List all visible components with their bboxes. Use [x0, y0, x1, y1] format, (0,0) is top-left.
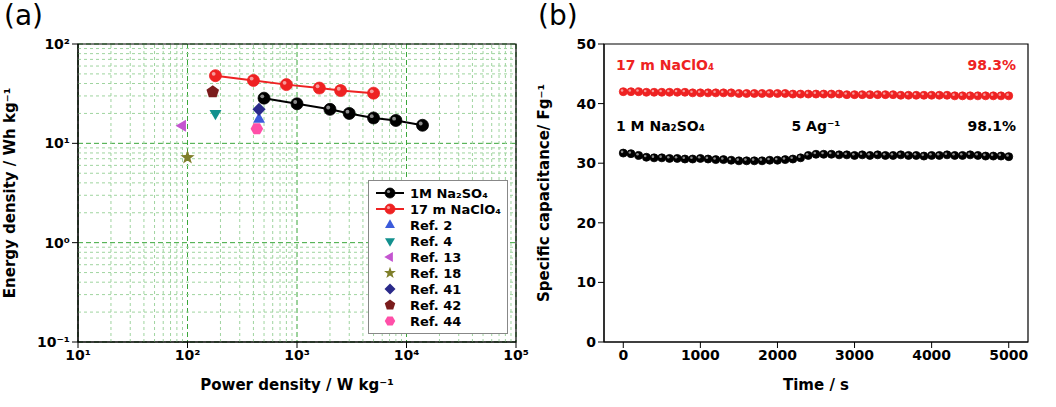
html-text:Ref. 41: Ref. 41	[409, 281, 462, 297]
svg-text:Time / s: Time / s	[783, 376, 849, 394]
html-text:98.3%: 98.3%	[967, 56, 1016, 73]
html-text:5 Ag⁻¹: 5 Ag⁻¹	[791, 118, 841, 135]
svg-text:1000: 1000	[681, 347, 720, 363]
html-text:Ref. 18: Ref. 18	[409, 265, 462, 281]
svg-text:Power density / W kg⁻¹: Power density / W kg⁻¹	[200, 376, 393, 394]
html-text:(b): (b)	[538, 0, 578, 32]
svg-text:10³: 10³	[284, 347, 310, 363]
svg-text:10: 10	[577, 274, 597, 290]
svg-text:10¹: 10¹	[65, 346, 91, 363]
svg-text:40: 40	[577, 96, 597, 112]
html-text:17 m NaClO₄: 17 m NaClO₄	[616, 56, 715, 73]
html-text:17 m NaClO₄: 17 m NaClO₄	[409, 201, 501, 217]
svg-text:10¹: 10¹	[44, 135, 70, 151]
html-text:(a): (a)	[4, 0, 43, 32]
svg-text:10⁻¹: 10⁻¹	[37, 334, 70, 350]
svg-text:20: 20	[577, 215, 597, 231]
svg-text:0: 0	[618, 347, 628, 363]
html-text:Ref. 44: Ref. 44	[409, 313, 462, 329]
svg-text:10²: 10²	[44, 36, 70, 52]
svg-text:Energy density / Wh kg⁻¹: Energy density / Wh kg⁻¹	[1, 88, 19, 298]
html-text:1 M Na₂SO₄: 1 M Na₂SO₄	[616, 118, 705, 135]
svg-text:10⁰: 10⁰	[44, 235, 70, 251]
svg-text:3000: 3000	[835, 347, 874, 363]
html-text:1M Na₂SO₄: 1M Na₂SO₄	[409, 185, 488, 201]
svg-text:10²: 10²	[175, 347, 201, 363]
html-text:Ref. 4: Ref. 4	[409, 233, 453, 249]
svg-text:Specific capacitance/ Fg⁻¹: Specific capacitance/ Fg⁻¹	[536, 84, 553, 302]
svg-text:2000: 2000	[758, 347, 797, 363]
svg-text:30: 30	[577, 155, 597, 171]
html-text:Ref. 42: Ref. 42	[409, 297, 462, 313]
svg-text:4000: 4000	[912, 347, 951, 363]
html-text:Ref. 2: Ref. 2	[409, 217, 453, 233]
svg-text:0: 0	[586, 334, 596, 350]
svg-text:10⁴: 10⁴	[394, 347, 420, 363]
html-text:Ref. 13: Ref. 13	[409, 249, 462, 265]
html-text:98.1%: 98.1%	[967, 118, 1016, 135]
svg-text:5000: 5000	[989, 347, 1028, 363]
svg-text:50: 50	[577, 36, 597, 52]
svg-text:10⁵: 10⁵	[503, 347, 529, 363]
